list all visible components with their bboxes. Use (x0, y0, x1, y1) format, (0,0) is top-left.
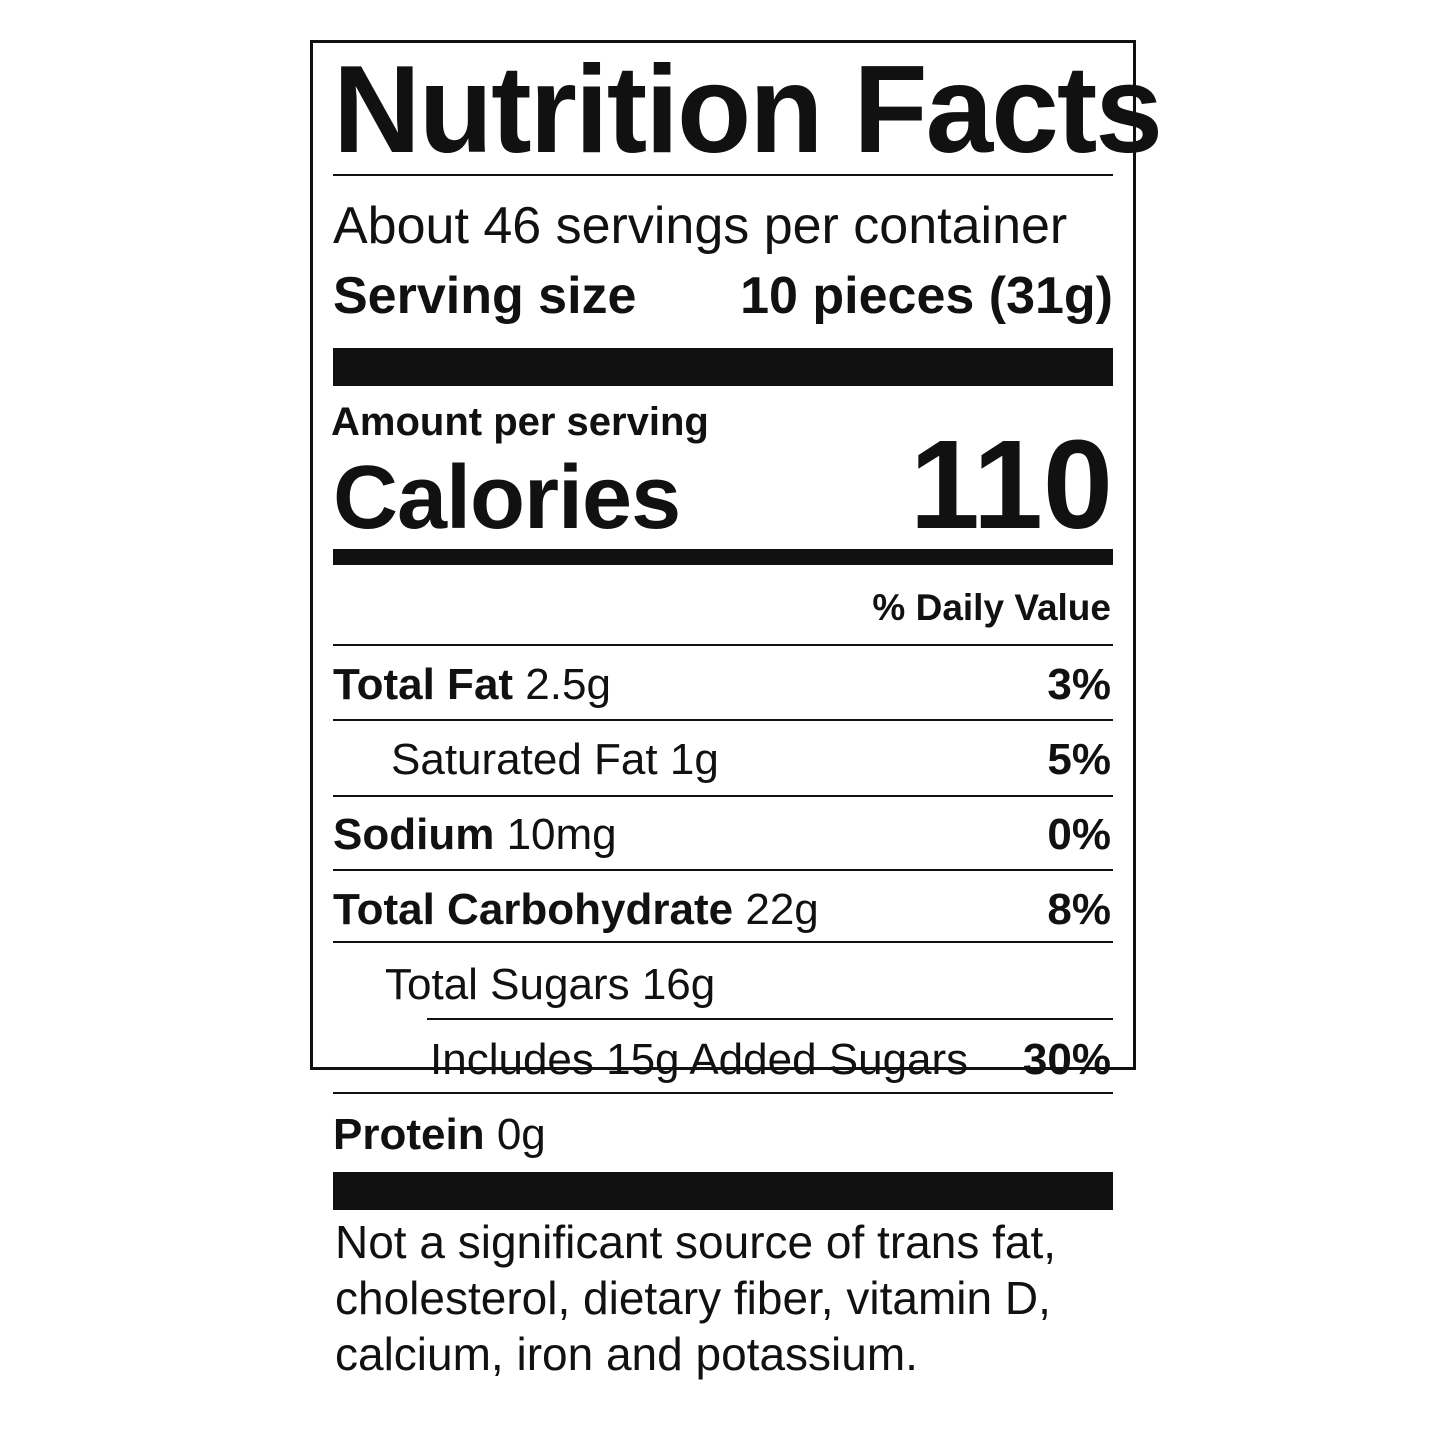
nutrient-dv: 30% (1022, 1035, 1111, 1084)
divider (333, 795, 1113, 797)
divider (333, 1092, 1113, 1094)
serving-size-value: 10 pieces (31g) (740, 267, 1113, 325)
nutrient-row-protein: Protein 0g (333, 1105, 1113, 1165)
divider (427, 1018, 1113, 1020)
divider (333, 941, 1113, 943)
nutrient-amount: 10mg (506, 810, 617, 859)
label-title: Nutrition Facts (333, 41, 1163, 179)
amount-per-serving: Amount per serving (331, 400, 709, 444)
calories-label: Calories (333, 448, 681, 548)
nutrition-label-border (310, 40, 1136, 1070)
nutrient-row-total-carbohydrate: Total Carbohydrate 22g 8% (333, 880, 1113, 940)
nutrient-dv: 5% (1047, 735, 1111, 784)
footnote: Not a significant source of trans fat, c… (335, 1216, 1057, 1380)
calories-value: 110 (909, 414, 1113, 555)
nutrient-amount: 2.5g (525, 660, 611, 709)
servings-per-container: About 46 servings per container (333, 197, 1068, 255)
nutrient-row-sodium: Sodium 10mg 0% (333, 805, 1113, 865)
serving-size-label: Serving size (333, 267, 637, 325)
nutrient-name: Includes 15g Added Sugars (430, 1035, 969, 1084)
nutrient-amount: 0g (496, 1110, 546, 1159)
nutrient-name: Total Carbohydrate (333, 885, 734, 934)
nutrient-dv: 8% (1047, 885, 1111, 934)
divider (333, 174, 1113, 176)
nutrient-row-saturated-fat: Saturated Fat 1g 5% (333, 730, 1113, 790)
nutrient-amount: 22g (745, 885, 819, 934)
nutrient-name: Total Sugars (385, 960, 630, 1009)
nutrient-row-added-sugars: Includes 15g Added Sugars 30% (333, 1030, 1113, 1090)
nutrient-row-total-sugars: Total Sugars 16g (333, 955, 1113, 1015)
nutrient-row-total-fat: Total Fat 2.5g 3% (333, 655, 1113, 715)
divider (333, 644, 1113, 646)
thick-bar (333, 348, 1113, 386)
nutrient-name: Saturated Fat (391, 735, 658, 784)
nutrient-name: Protein (333, 1110, 485, 1159)
nutrient-dv: 3% (1047, 660, 1111, 709)
nutrient-amount: 1g (669, 735, 719, 784)
nutrient-dv: 0% (1047, 810, 1111, 859)
thick-divider (333, 549, 1113, 565)
nutrient-name: Sodium (333, 810, 495, 859)
thick-bar (333, 1172, 1113, 1210)
divider (333, 869, 1113, 871)
daily-value-header: % Daily Value (872, 587, 1111, 628)
nutrient-name: Total Fat (333, 660, 514, 709)
nutrient-amount: 16g (641, 960, 716, 1009)
divider (333, 719, 1113, 721)
